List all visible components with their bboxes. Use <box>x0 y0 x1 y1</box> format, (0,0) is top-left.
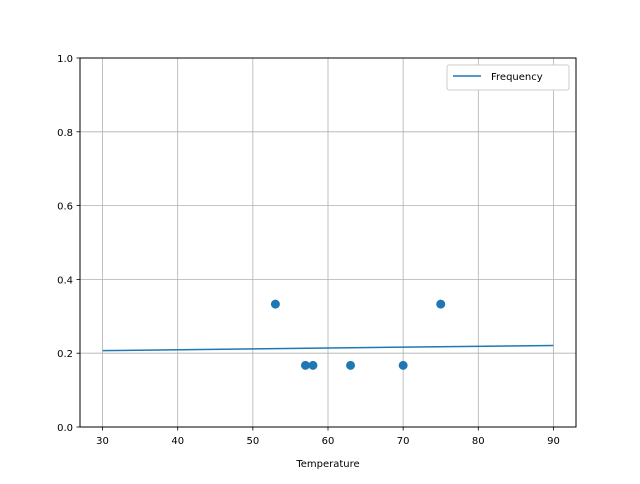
x-tick-label: 80 <box>472 436 485 447</box>
x-tick-label: 30 <box>96 436 109 447</box>
x-tick-label: 40 <box>171 436 184 447</box>
legend-label: Frequency <box>491 72 543 83</box>
ticks: 30 40 50 60 70 80 90 0.0 0.2 0.4 0.6 0.8 1.0 <box>57 54 560 447</box>
data-point <box>436 299 446 309</box>
data-point <box>300 360 310 370</box>
grid <box>80 57 576 428</box>
x-tick-label: 70 <box>397 436 410 447</box>
marks <box>102 299 554 370</box>
y-tick-label: 0.6 <box>57 202 73 213</box>
legend-box <box>446 64 570 91</box>
y-tick-label: 1.0 <box>57 54 73 65</box>
x-tick-label: 50 <box>246 436 259 447</box>
frequency-line <box>102 344 554 352</box>
x-tick-label: 60 <box>322 436 335 447</box>
x-axis-label: Temperature <box>295 459 359 470</box>
data-point <box>270 299 280 309</box>
data-point <box>346 360 356 370</box>
y-tick-label: 0.0 <box>57 423 73 434</box>
y-tick-label: 0.4 <box>57 275 73 286</box>
data-point <box>398 360 408 370</box>
y-tick-label: 0.2 <box>57 349 73 360</box>
x-tick-label: 90 <box>547 436 560 447</box>
data-point <box>308 360 318 370</box>
legend: Frequency <box>446 64 570 91</box>
y-tick-label: 0.8 <box>57 128 73 139</box>
